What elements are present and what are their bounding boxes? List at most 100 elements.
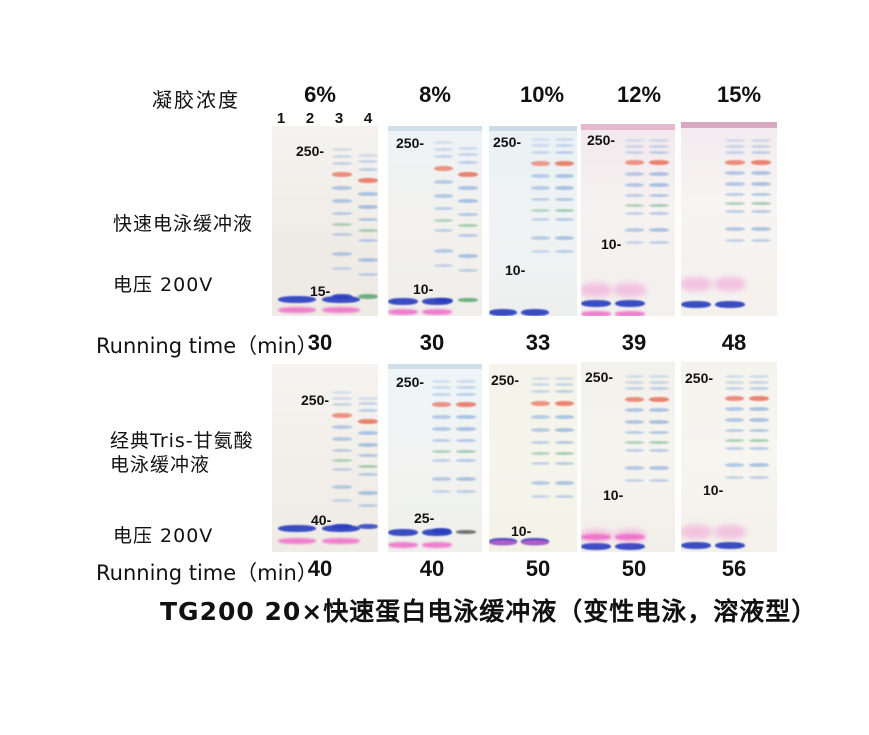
gel-band bbox=[749, 407, 769, 412]
gel-panel-row1-12pct: 250- 10- bbox=[581, 124, 675, 316]
gel-band bbox=[434, 155, 453, 159]
gel-band bbox=[332, 485, 352, 490]
gel-band bbox=[649, 182, 669, 187]
gel-band bbox=[581, 283, 612, 298]
gel-band bbox=[725, 202, 745, 206]
mw-label-top-row2-12pct: 250- bbox=[585, 369, 614, 385]
gel-band bbox=[625, 387, 644, 391]
gel-band bbox=[332, 148, 352, 152]
gel-background bbox=[489, 364, 577, 552]
mw-label-top-row2-15pct: 250- bbox=[685, 370, 714, 386]
gel-band bbox=[531, 236, 550, 241]
row2-running-time-3: 50 bbox=[525, 556, 551, 581]
lane-number-4: 4 bbox=[363, 110, 373, 127]
gel-band bbox=[649, 171, 669, 176]
gel-band bbox=[531, 198, 550, 202]
gel-band bbox=[749, 438, 769, 442]
gel-band bbox=[434, 140, 453, 144]
gel-band bbox=[458, 171, 478, 177]
gel-band bbox=[555, 451, 574, 455]
gel-background bbox=[581, 362, 675, 552]
gel-band bbox=[751, 238, 771, 242]
gel-band bbox=[625, 375, 644, 379]
gel-percent-header-4: 12% bbox=[616, 82, 662, 107]
gel-band bbox=[332, 199, 352, 204]
gel-band bbox=[714, 525, 746, 540]
gel-band bbox=[358, 442, 378, 447]
gel-band bbox=[625, 182, 644, 187]
gel-band bbox=[456, 415, 476, 420]
gel-background bbox=[388, 364, 482, 552]
mw-label-top-row1-6pct: 250- bbox=[296, 143, 325, 159]
gel-band bbox=[456, 449, 476, 453]
gel-band bbox=[725, 171, 745, 176]
gel-band bbox=[555, 400, 574, 406]
gel-band bbox=[725, 210, 745, 214]
gel-band bbox=[432, 402, 451, 408]
row1-running-time-5: 48 bbox=[721, 330, 747, 355]
gel-band bbox=[555, 208, 574, 212]
gel-band bbox=[681, 541, 711, 549]
gel-band bbox=[358, 272, 378, 276]
gel-band bbox=[322, 296, 360, 304]
gel-top-edge bbox=[388, 364, 482, 369]
gel-band bbox=[422, 309, 452, 316]
gel-band bbox=[625, 240, 644, 244]
gel-band bbox=[625, 160, 644, 166]
gel-band bbox=[432, 458, 451, 462]
gel-band bbox=[625, 430, 644, 434]
gel-band bbox=[649, 228, 669, 233]
gel-band bbox=[749, 395, 769, 401]
gel-top-edge bbox=[388, 126, 482, 131]
gel-band bbox=[458, 298, 478, 302]
gel-band bbox=[649, 160, 669, 166]
gel-band bbox=[649, 193, 669, 197]
gel-band bbox=[332, 425, 352, 430]
gel-top-edge bbox=[681, 122, 777, 128]
gel-band bbox=[751, 226, 771, 231]
gel-band bbox=[581, 529, 612, 544]
gel-band bbox=[555, 217, 574, 221]
gel-band bbox=[714, 277, 746, 292]
gel-band bbox=[581, 543, 611, 551]
gel-band bbox=[725, 386, 744, 390]
gel-band bbox=[458, 153, 478, 157]
gel-band bbox=[332, 390, 352, 394]
gel-band bbox=[434, 263, 453, 267]
gel-band bbox=[715, 541, 745, 549]
gel-band bbox=[358, 473, 378, 477]
gel-band bbox=[725, 192, 745, 196]
gel-band bbox=[458, 224, 478, 228]
mw-label-top-row2-8pct: 250- bbox=[396, 374, 425, 390]
gel-band bbox=[614, 283, 646, 298]
gel-band bbox=[358, 204, 378, 209]
gel-band bbox=[358, 217, 378, 221]
gel-band bbox=[625, 449, 644, 453]
gel-band bbox=[322, 307, 360, 314]
gel-band bbox=[649, 211, 669, 215]
gel-band bbox=[725, 475, 744, 479]
gel-band bbox=[725, 159, 745, 165]
gel-percent-header-1: 6% bbox=[304, 82, 336, 107]
gel-band bbox=[725, 238, 745, 242]
gel-band bbox=[615, 533, 645, 540]
gel-band bbox=[332, 161, 352, 165]
gel-band bbox=[531, 414, 550, 419]
gel-band bbox=[531, 173, 550, 178]
gel-band bbox=[458, 160, 478, 164]
gel-band bbox=[332, 396, 352, 400]
gel-band bbox=[555, 144, 574, 148]
row2-running-time-5: 56 bbox=[721, 556, 747, 581]
gel-band bbox=[434, 298, 453, 303]
gel-band bbox=[625, 466, 644, 471]
gel-band bbox=[751, 192, 771, 196]
gel-band bbox=[358, 454, 378, 458]
gel-band bbox=[456, 490, 476, 494]
gel-band bbox=[458, 269, 478, 273]
gel-band bbox=[751, 150, 771, 154]
gel-band bbox=[649, 381, 669, 385]
gel-band bbox=[555, 461, 574, 465]
gel-band bbox=[615, 543, 645, 551]
gel-panel-row2-12pct: 250- 10- bbox=[581, 362, 675, 552]
